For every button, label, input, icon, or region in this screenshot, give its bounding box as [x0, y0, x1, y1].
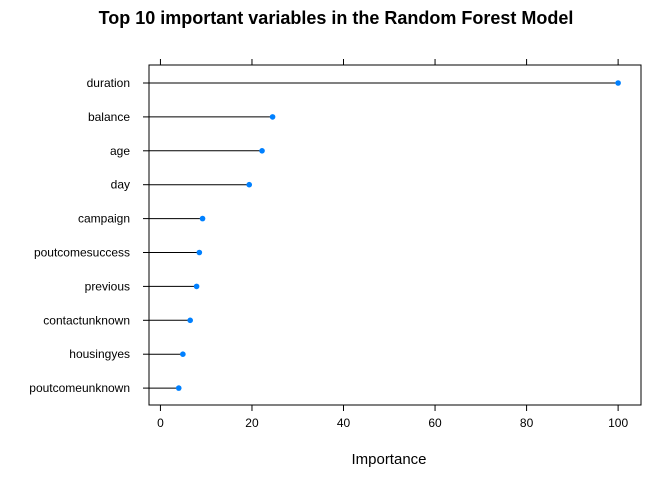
x-tick-label: 20 [245, 416, 259, 430]
importance-point [193, 283, 200, 290]
x-axis-title: Importance [351, 451, 426, 468]
y-category-label: age [110, 144, 130, 158]
importance-point [269, 114, 276, 120]
x-tick-label: 100 [608, 416, 628, 430]
x-tick-label: 80 [520, 416, 534, 430]
chart-title: Top 10 important variables in the Random… [99, 8, 574, 28]
y-category-label: balance [88, 110, 130, 124]
importance-point [196, 249, 203, 256]
x-tick-label: 60 [428, 416, 442, 430]
importance-point [615, 80, 621, 86]
x-tick-label: 40 [337, 416, 351, 430]
x-tick-label: 0 [157, 416, 164, 430]
y-axis: duration balance age day campaign poutcomesuc… [29, 76, 149, 395]
y-category-label: poutcomeunknown [29, 381, 130, 395]
y-category-label: poutcomesuccess [34, 246, 130, 260]
y-category-label: housingyes [69, 347, 130, 361]
x-axis: 0 20 40 60 80 100 [157, 59, 628, 430]
y-category-label: campaign [78, 212, 130, 226]
y-category-label: day [111, 178, 130, 192]
y-category-label: duration [87, 76, 130, 90]
y-category-label: contactunknown [43, 313, 130, 327]
importance-point [246, 181, 253, 188]
importance-point [187, 317, 193, 324]
y-category-label: previous [85, 279, 130, 293]
plot-frame [148, 64, 642, 406]
importance-point [199, 215, 206, 222]
importance-series [149, 80, 621, 391]
importance-point [175, 385, 182, 391]
importance-point [180, 351, 186, 358]
importance-point [259, 148, 265, 154]
